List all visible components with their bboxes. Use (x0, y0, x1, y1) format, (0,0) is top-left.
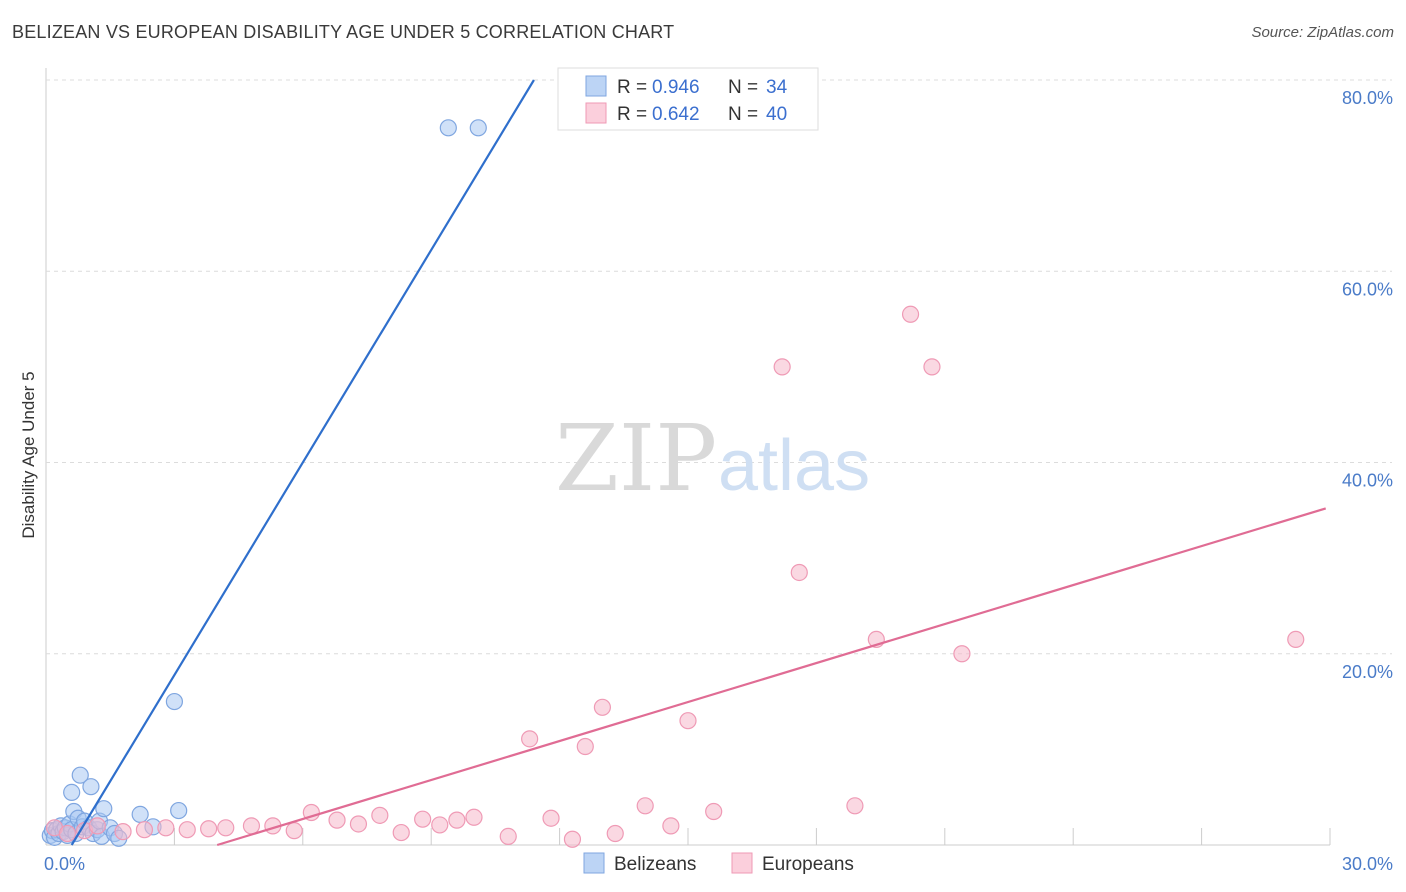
watermark-zip: ZIP (555, 405, 717, 512)
data-point-europeans (328, 811, 346, 829)
data-point-europeans (679, 712, 697, 730)
legend-n-value-belizeans: 34 (766, 77, 788, 98)
y-tick-label: 20.0% (1342, 662, 1393, 682)
chart-title: BELIZEAN VS EUROPEAN DISABILITY AGE UNDE… (12, 22, 675, 42)
legend-swatch-belizeans (585, 75, 607, 97)
x-tick-label: 30.0% (1342, 854, 1393, 874)
data-point-europeans (846, 797, 864, 815)
data-point-belizeans (439, 119, 457, 137)
data-point-europeans (285, 822, 303, 840)
watermark-atlas: atlas (718, 426, 870, 506)
legend-swatch-europeans (585, 102, 607, 124)
legend-bottom-swatch-belizeans (583, 852, 605, 874)
data-point-europeans (662, 817, 680, 835)
data-point-europeans (576, 737, 594, 756)
data-point-europeans (606, 824, 624, 843)
data-point-europeans (114, 823, 132, 841)
data-point-belizeans (82, 778, 100, 796)
legend-r-value-belizeans: 0.946 (652, 77, 700, 98)
data-point-europeans (465, 808, 483, 826)
legend-r-label-europeans: R = (617, 104, 647, 125)
y-axis-label: Disability Age Under 5 (19, 371, 38, 538)
legend-bottom: Belizeans Europeans (583, 852, 854, 875)
data-point-europeans (242, 817, 261, 835)
data-point-europeans (901, 305, 920, 323)
data-point-europeans (58, 824, 77, 843)
data-point-europeans (790, 563, 808, 582)
legend-bottom-swatch-europeans (731, 852, 753, 874)
data-point-belizeans (165, 692, 183, 711)
data-point-europeans (773, 358, 791, 376)
data-point-europeans (349, 815, 368, 833)
chart-source: Source: ZipAtlas.com (1251, 24, 1394, 41)
legend-bottom-label-europeans: Europeans (762, 854, 854, 875)
data-point-europeans (88, 817, 106, 835)
data-point-europeans (521, 730, 539, 748)
data-point-belizeans (71, 766, 89, 784)
data-point-europeans (392, 823, 410, 842)
data-point-europeans (636, 797, 654, 815)
data-point-europeans (499, 827, 517, 845)
trend-line-belizeans (70, 79, 535, 846)
data-point-europeans (157, 819, 175, 837)
data-point-europeans (431, 816, 449, 834)
data-point-europeans (178, 821, 196, 839)
data-point-belizeans (131, 805, 149, 824)
legend-r-value-europeans: 0.642 (652, 104, 700, 125)
trend-line-europeans (216, 507, 1327, 847)
data-point-europeans (135, 821, 154, 839)
legend-n-label-belizeans: N = (728, 77, 758, 98)
trend-layer (70, 79, 1327, 847)
y-tick-label: 80.0% (1342, 88, 1393, 108)
data-point-europeans (593, 698, 612, 716)
legend-n-value-europeans: 40 (766, 104, 787, 125)
data-point-europeans (217, 819, 235, 837)
y-tick-label: 40.0% (1342, 471, 1393, 491)
data-point-europeans (705, 802, 723, 821)
data-point-belizeans (170, 801, 188, 820)
data-point-belizeans (95, 800, 113, 818)
legend-top: R = 0.946 N = 34 R = 0.642 N = 40 (557, 67, 819, 131)
points-layer (41, 119, 1305, 848)
data-point-europeans (414, 810, 432, 828)
data-point-europeans (923, 358, 941, 376)
ticks-layer: 20.0% 40.0% 60.0% 80.0% 0.0% 30.0% (44, 88, 1393, 874)
data-point-europeans (542, 809, 560, 827)
legend-n-label-europeans: N = (728, 104, 758, 125)
y-tick-label: 60.0% (1342, 279, 1393, 299)
data-point-europeans (448, 811, 466, 829)
data-point-europeans (200, 820, 218, 838)
data-point-belizeans (469, 119, 487, 137)
x-tick-label: 0.0% (44, 854, 85, 874)
data-point-europeans (953, 645, 971, 663)
data-point-belizeans (63, 783, 81, 802)
watermark: ZIP atlas (555, 405, 870, 512)
data-point-europeans (563, 830, 582, 848)
legend-r-label-belizeans: R = (617, 77, 647, 98)
data-point-europeans (1287, 630, 1305, 649)
data-point-europeans (371, 806, 389, 824)
legend-bottom-label-belizeans: Belizeans (614, 854, 696, 875)
